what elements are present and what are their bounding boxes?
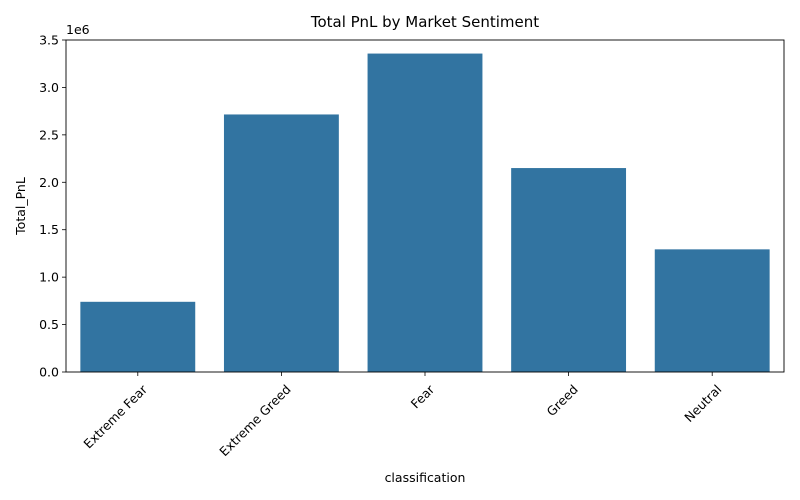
y-axis-ticks: 0.0 0.5 1.0 1.5 2.0 2.5 3.0 3.5 (39, 33, 66, 380)
plot-frame (65, 39, 785, 373)
chart-title: Total PnL by Market Sentiment (310, 13, 539, 31)
y-tick-label: 0.5 (39, 317, 59, 332)
y-tick-label: 2.0 (39, 175, 59, 190)
y-tick-label: 3.0 (39, 80, 59, 95)
y-tick-label: 1.5 (39, 222, 59, 237)
bar-greed (511, 168, 627, 372)
x-axis-label: classification (385, 470, 466, 485)
y-offset-label: 1e6 (66, 22, 90, 37)
bar-fear (367, 53, 483, 372)
y-tick-label: 2.5 (39, 127, 59, 142)
bar-extreme-greed (223, 114, 339, 372)
bars-group (80, 53, 770, 372)
x-tick-label: Fear (408, 381, 438, 411)
x-tick-label: Greed (544, 382, 581, 419)
x-tick-label: Extreme Greed (216, 382, 293, 459)
y-tick-label: 0.0 (39, 365, 59, 380)
x-tick-label: Extreme Fear (80, 381, 150, 451)
x-axis-ticks: Extreme Fear Extreme Greed Fear Greed Neutra… (80, 372, 725, 459)
y-axis-label: Total_PnL (13, 177, 28, 236)
y-tick-label: 3.5 (39, 33, 59, 48)
bar-neutral (654, 249, 770, 372)
y-tick-label: 1.0 (39, 270, 59, 285)
x-tick-label: Neutral (681, 382, 724, 425)
bar-extreme-fear (80, 301, 196, 372)
